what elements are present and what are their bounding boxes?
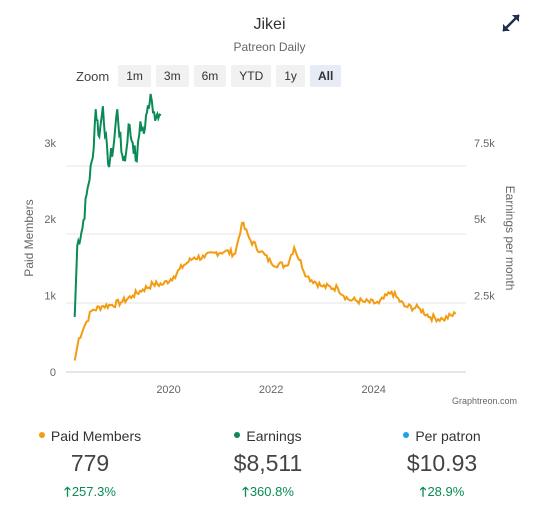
stat-value: 779 [70,450,110,476]
arrow-up-icon: 🡑 [419,484,427,499]
chart-area: 0 1k 2k 3k 2.5k 5k 7.5k 2020 2022 2024 Paid Mem… [22,93,517,396]
zoom-ytd-button[interactable]: YTD [231,65,272,87]
stat-per-patron: Per patron $10.93 🡑28.9% [352,428,532,505]
zoom-label: Zoom [76,68,110,84]
zoom-1m-button[interactable]: 1m [118,65,151,87]
stat-value: $10.93 [406,450,478,476]
zoom-all-button[interactable]: All [309,65,342,87]
stat-value: $8,511 [233,450,303,476]
stat-change: 28.9% [427,484,465,499]
per-patron-dot-icon [403,432,410,439]
left-tick-label: 1k [44,291,56,303]
arrow-up-icon: 🡑 [242,484,249,499]
left-axis-ticks: 0 1k 2k 3k [44,138,56,379]
series-line-paid-members [73,221,457,361]
chart-credit[interactable]: Graphtreon.com [452,396,518,406]
zoom-controls: Zoom 1m 3m 6m YTD 1y All [76,65,342,87]
zoom-3m-button[interactable]: 3m [155,65,189,87]
stat-name: Paid Members [50,428,142,444]
right-tick-label: 5k [474,214,486,226]
right-axis-ticks: 2.5k 5k 7.5k [474,138,495,303]
stat-name: Earnings [246,428,302,444]
stat-change: 360.8% [249,484,294,499]
fullscreen-button[interactable] [500,12,522,34]
left-tick-label: 3k [44,138,56,150]
paid-members-dot-icon [38,432,45,439]
chart-subtitle: Patreon Daily [233,40,306,54]
grid-lines [66,165,466,373]
stat-earnings: Earnings $8,511 🡑360.8% [178,428,358,505]
series-line-earnings [73,93,162,318]
stat-paid-members: Paid Members 779 🡑257.3% [0,428,180,505]
x-tick-label: 2020 [156,384,180,396]
stat-name: Per patron [415,428,481,444]
earnings-dot-icon [234,432,241,439]
right-axis-label: Earnings per month [503,186,517,291]
left-tick-label: 0 [50,367,56,379]
x-axis-ticks: 2020 2022 2024 [156,384,386,396]
stat-change: 257.3% [71,484,116,499]
zoom-6m-button[interactable]: 6m [193,65,227,87]
right-tick-label: 2.5k [474,291,495,303]
arrow-up-icon: 🡑 [64,484,71,499]
chart-title: Jikei [253,16,286,33]
stats-panel: Paid Members 779 🡑257.3% Earnings $8,511… [0,428,539,508]
right-tick-label: 7.5k [474,138,495,150]
left-axis-label: Paid Members [22,199,36,276]
zoom-1y-button[interactable]: 1y [276,65,305,87]
expand-icon [502,14,520,32]
x-tick-label: 2022 [259,384,283,396]
x-tick-label: 2024 [361,384,385,396]
left-tick-label: 2k [44,214,56,226]
